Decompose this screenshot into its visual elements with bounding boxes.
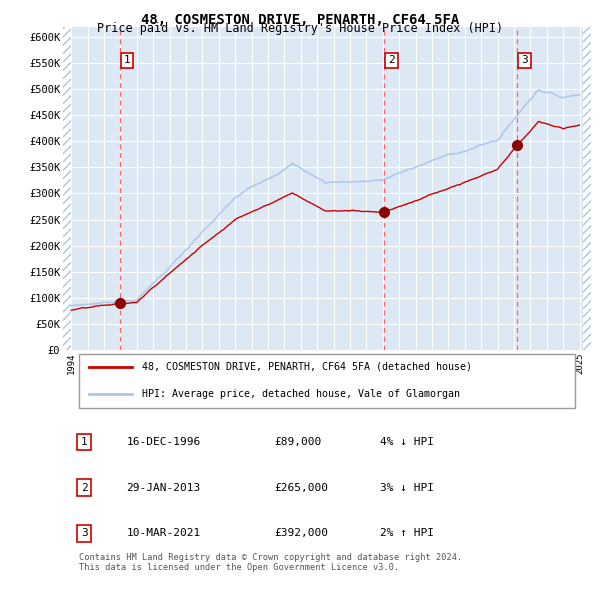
- FancyBboxPatch shape: [79, 353, 575, 408]
- Text: 2: 2: [388, 55, 395, 65]
- Text: 2% ↑ HPI: 2% ↑ HPI: [380, 529, 434, 539]
- Text: £392,000: £392,000: [274, 529, 328, 539]
- Text: HPI: Average price, detached house, Vale of Glamorgan: HPI: Average price, detached house, Vale…: [142, 389, 460, 399]
- Text: 3: 3: [521, 55, 528, 65]
- Text: 3: 3: [81, 529, 88, 539]
- Text: 1: 1: [124, 55, 131, 65]
- Text: 10-MAR-2021: 10-MAR-2021: [127, 529, 200, 539]
- Text: £89,000: £89,000: [274, 437, 322, 447]
- Text: 48, COSMESTON DRIVE, PENARTH, CF64 5FA: 48, COSMESTON DRIVE, PENARTH, CF64 5FA: [141, 13, 459, 27]
- Text: 1: 1: [81, 437, 88, 447]
- Text: 4% ↓ HPI: 4% ↓ HPI: [380, 437, 434, 447]
- Text: 16-DEC-1996: 16-DEC-1996: [127, 437, 200, 447]
- Text: 48, COSMESTON DRIVE, PENARTH, CF64 5FA (detached house): 48, COSMESTON DRIVE, PENARTH, CF64 5FA (…: [142, 362, 472, 372]
- Bar: [583, 11, 593, 350]
- Text: Price paid vs. HM Land Registry's House Price Index (HPI): Price paid vs. HM Land Registry's House …: [97, 22, 503, 35]
- Bar: [63, 11, 71, 350]
- Text: 2: 2: [81, 483, 88, 493]
- Text: 3% ↓ HPI: 3% ↓ HPI: [380, 483, 434, 493]
- Text: Contains HM Land Registry data © Crown copyright and database right 2024.
This d: Contains HM Land Registry data © Crown c…: [79, 553, 462, 572]
- Text: 29-JAN-2013: 29-JAN-2013: [127, 483, 200, 493]
- Text: £265,000: £265,000: [274, 483, 328, 493]
